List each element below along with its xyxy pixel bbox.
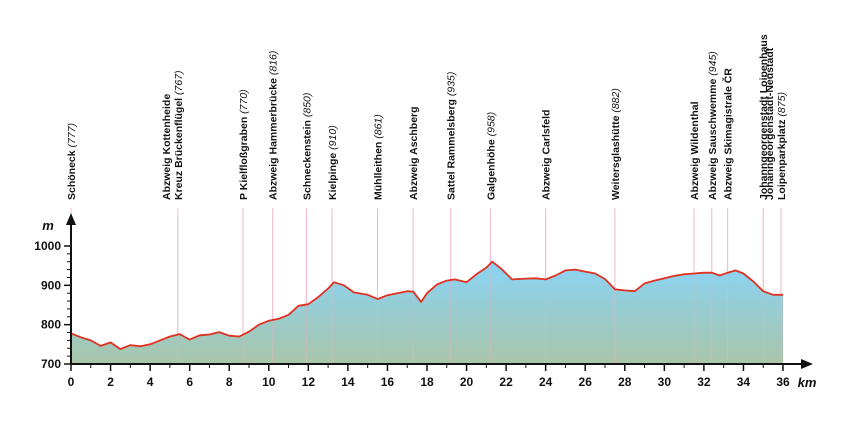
x-tick-label: 26: [579, 375, 593, 389]
waypoint-label: Mühlleithen (861): [373, 114, 385, 200]
waypoint-elevation: (770): [238, 89, 250, 116]
y-tick-label: 1000: [34, 239, 61, 253]
y-axis-arrow: [66, 213, 76, 225]
waypoint-name: P Kielfloßgraben: [238, 117, 250, 200]
y-tick-label: 700: [41, 357, 61, 371]
waypoint-label: Abzweig Sauschwemme (945): [707, 51, 719, 200]
x-tick-label: 36: [776, 375, 790, 389]
waypoint-name: Kreuz Brückenflügel: [173, 98, 185, 200]
waypoint-name: Abzweig Aschberg: [408, 106, 420, 200]
x-tick-label: 30: [658, 375, 672, 389]
y-tick-label: 900: [41, 278, 61, 292]
profile-line: [70, 260, 783, 350]
waypoint-name: Sattel Rammelsberg: [446, 99, 458, 200]
waypoint-name: Abzweig Skimagistrale ČR: [722, 68, 735, 200]
x-tick-label: 2: [107, 375, 114, 389]
waypoint-elevation: (816): [268, 51, 280, 78]
waypoint-elevation: (861): [373, 114, 385, 141]
waypoint-label: Weitersglashütte (882): [610, 88, 622, 200]
waypoint-elevation: (958): [485, 112, 497, 139]
y-unit-label: m: [42, 218, 54, 233]
x-unit-label: km: [798, 375, 817, 390]
x-tick-label: 34: [737, 375, 751, 389]
waypoint-label: Abzweig Skimagistrale ČR: [722, 68, 735, 200]
waypoint-label: Loipenparkplatz (875): [776, 92, 788, 200]
waypoint-label: Kielpinge (910): [327, 125, 339, 200]
waypoint-label: Schneckenstein (850): [301, 93, 313, 200]
x-tick-label: 8: [226, 375, 233, 389]
waypoint-name: Johanngeorgenstadt Loipenhaus: [758, 34, 770, 200]
waypoint-label: Johanngeorgenstadt Loipenhaus: [758, 34, 770, 200]
profile-area: [71, 261, 783, 364]
waypoint-label: Sattel Rammelsberg (935): [446, 72, 458, 200]
x-tick-label: 0: [68, 375, 75, 389]
waypoint-elevation: (945): [707, 51, 719, 78]
waypoint-elevation: (910): [327, 125, 339, 152]
x-axis-arrow: [801, 359, 813, 369]
waypoint-label: Abzweig Hammerbrücke (816): [268, 51, 280, 200]
waypoint-labels: Schöneck (777) Abzweig Kottenheide Kreuz B…: [66, 34, 788, 200]
waypoint-elevation: (935): [446, 72, 458, 99]
waypoint-name: Mühlleithen: [373, 142, 385, 200]
waypoint-name: Schöneck: [66, 150, 78, 200]
waypoint-name: Schneckenstein: [301, 120, 313, 200]
x-tick-label: 14: [341, 375, 355, 389]
x-tick-label: 22: [499, 375, 513, 389]
x-tick-label: 32: [697, 375, 711, 389]
waypoint-name: Abzweig Sauschwemme: [707, 78, 719, 200]
waypoint-label: P Kielfloßgraben (770): [238, 89, 250, 200]
waypoint-elevation: (850): [301, 93, 313, 120]
x-tick-label: 20: [460, 375, 474, 389]
waypoint-elevation: (875): [776, 92, 788, 119]
waypoint-name: Weitersglashütte: [610, 115, 622, 200]
waypoint-label: Schöneck (777): [66, 123, 78, 200]
profile-area-layer: [70, 216, 783, 364]
waypoint-label: Abzweig Carlsfeld: [541, 110, 553, 200]
y-tick-label: 800: [41, 318, 61, 332]
axes: 0 2 4 6 8 10 12 14 16 18 20 22 24 26 28 30 32 34 36 km70080…: [34, 213, 817, 390]
x-tick-label: 10: [262, 375, 276, 389]
waypoint-elevation: (767): [173, 70, 185, 97]
x-tick-label: 18: [420, 375, 434, 389]
waypoint-label: Galgenhöhe (958): [485, 112, 497, 200]
x-tick-label: 4: [147, 375, 154, 389]
waypoint-elevation: (882): [610, 88, 622, 115]
waypoint-name: Abzweig Carlsfeld: [541, 110, 553, 200]
x-tick-label: 16: [381, 375, 395, 389]
waypoint-name: Loipenparkplatz: [776, 119, 788, 200]
waypoint-label: Abzweig Aschberg: [408, 106, 420, 200]
waypoint-label: Kreuz Brückenflügel (767): [173, 70, 185, 200]
waypoint-name: Abzweig Wildenthal: [689, 101, 701, 200]
waypoint-name: Abzweig Kottenheide: [161, 94, 173, 200]
waypoint-label: Johanngeorgenstadt-Neustadt: [764, 47, 776, 200]
x-tick-label: 24: [539, 375, 553, 389]
waypoint-name: Kielpinge: [327, 153, 339, 200]
waypoint-elevation: (777): [66, 123, 78, 150]
waypoint-label: Abzweig Wildenthal: [689, 101, 701, 200]
x-tick-label: 6: [186, 375, 193, 389]
waypoint-name: Abzweig Hammerbrücke: [268, 78, 280, 200]
waypoint-label: Abzweig Kottenheide: [161, 94, 173, 200]
waypoint-name: Johanngeorgenstadt-Neustadt: [764, 47, 776, 200]
x-tick-label: 12: [302, 375, 316, 389]
x-tick-label: 28: [618, 375, 632, 389]
waypoint-name: Galgenhöhe: [485, 139, 497, 200]
